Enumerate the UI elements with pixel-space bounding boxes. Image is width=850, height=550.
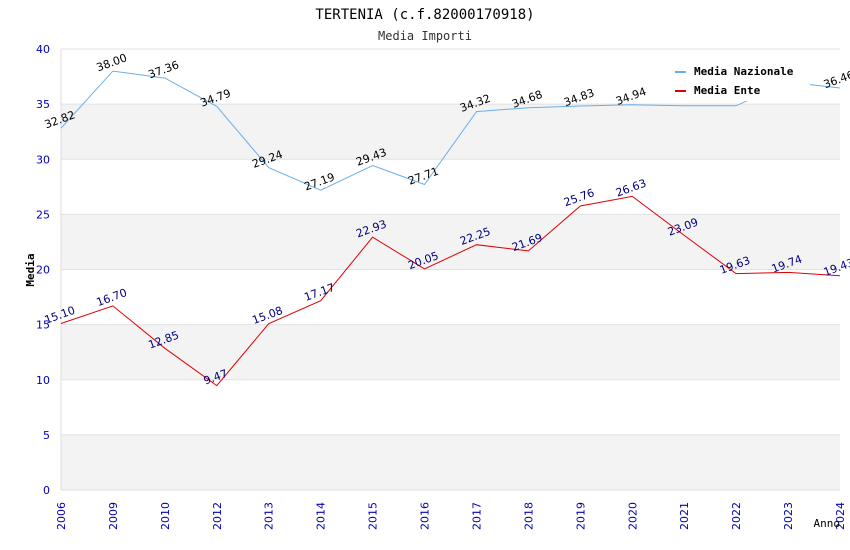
y-tick-label: 40 xyxy=(36,43,50,56)
legend-box xyxy=(668,58,810,101)
y-tick-label: 5 xyxy=(43,429,50,442)
x-tick-label: 2010 xyxy=(159,502,172,530)
y-axis-label: Media xyxy=(24,253,37,286)
x-tick-label: 2015 xyxy=(367,502,380,530)
x-tick-label: 2019 xyxy=(574,502,587,530)
y-tick-label: 10 xyxy=(36,374,50,387)
y-tick-label: 0 xyxy=(43,484,50,497)
x-axis-label: Anno xyxy=(814,517,841,530)
series-line-media-ente xyxy=(60,195,841,387)
x-tick-label: 2009 xyxy=(107,502,120,530)
x-tick-label: 2023 xyxy=(782,502,795,530)
x-tick-label: 2012 xyxy=(211,502,224,530)
x-tick-label: 2013 xyxy=(263,502,276,530)
y-tick-label: 15 xyxy=(36,319,50,332)
series-line-media-nazionale xyxy=(60,70,841,191)
x-tick-label: 2022 xyxy=(730,502,743,530)
x-tick-label: 2006 xyxy=(55,502,68,530)
axes: 0 5 10 15 20 25 30 35 40 2006 2009 2010 2012 2013 2014… xyxy=(36,43,847,530)
x-tick-label: 2024 xyxy=(834,502,847,530)
x-tick-label: 2018 xyxy=(522,502,535,530)
legend-label: Media Ente xyxy=(694,84,761,97)
y-tick-label: 20 xyxy=(36,264,50,277)
x-tick-label: 2014 xyxy=(315,502,328,530)
legend-label: Media Nazionale xyxy=(694,65,794,78)
x-tick-label: 2016 xyxy=(419,502,432,530)
grid-band xyxy=(61,104,840,160)
y-tick-label: 25 xyxy=(36,208,50,221)
y-tick-label: 35 xyxy=(36,98,50,111)
grid-band xyxy=(61,434,840,490)
chart-title: TERTENIA (c.f.82000170918) xyxy=(315,7,534,23)
grid-bands xyxy=(61,48,840,491)
y-tick-label: 30 xyxy=(36,153,50,166)
grid-band xyxy=(61,324,840,380)
x-tick-label: 2020 xyxy=(626,502,639,530)
grid-band xyxy=(61,214,840,270)
x-tick-label: 2021 xyxy=(678,502,691,530)
x-tick-label: 2017 xyxy=(470,502,483,530)
chart-subtitle: Media Importi xyxy=(378,29,472,43)
legend: Media Nazionale Media Ente xyxy=(668,58,810,101)
series-lines xyxy=(60,70,841,387)
